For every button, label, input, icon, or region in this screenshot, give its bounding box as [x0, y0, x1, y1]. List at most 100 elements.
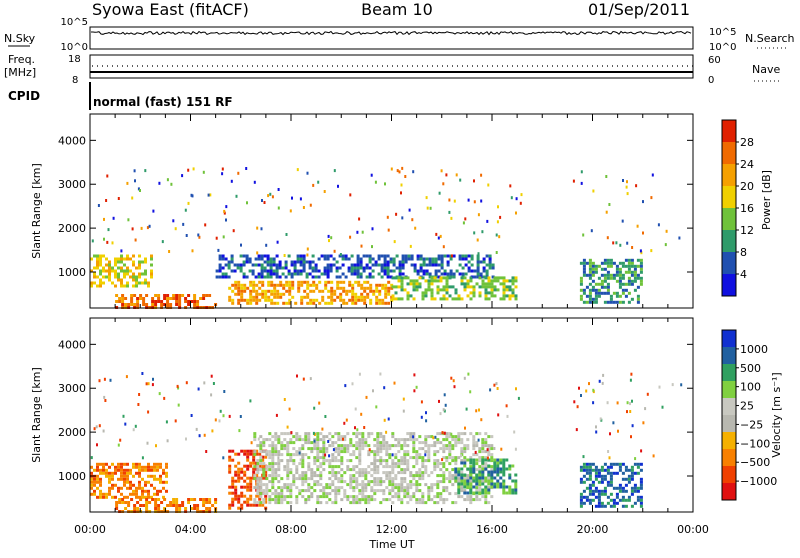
echo-cell [514, 447, 517, 451]
echo-cell [603, 267, 607, 271]
echo-cell [588, 498, 592, 502]
echo-cell [514, 482, 518, 486]
echo-cell [401, 266, 405, 270]
echo-cell [234, 286, 238, 290]
echo-cell [156, 462, 159, 466]
echo-cell [313, 456, 317, 460]
echo-cell [469, 501, 473, 505]
echo-cell [609, 480, 613, 484]
echo-cell [460, 454, 463, 458]
echo-cell [486, 456, 489, 460]
echo-cell [336, 283, 340, 287]
echo-cell [346, 468, 350, 472]
echo-cell [165, 462, 168, 466]
echo-cell [460, 450, 464, 454]
echo-cell [144, 465, 147, 469]
echo-cell [437, 236, 440, 240]
echo-cell [499, 458, 503, 462]
echo-cell [588, 477, 592, 481]
echo-cell [439, 432, 443, 436]
echo-cell [434, 260, 438, 264]
echo-cell [454, 291, 458, 295]
echo-cell [133, 169, 136, 173]
echo-cell [364, 489, 368, 493]
echo-cell [352, 501, 356, 505]
echo-cell [621, 219, 624, 223]
echo-cell [442, 444, 446, 448]
echo-cell [615, 270, 619, 274]
echo-cell [166, 297, 170, 300]
echo-cell [268, 474, 272, 478]
echo-cell [355, 501, 359, 505]
echo-cell [400, 483, 404, 487]
echo-cell [475, 479, 479, 483]
echo-cell [342, 298, 346, 302]
echo-cell [99, 257, 102, 261]
echo-cell [274, 501, 278, 505]
echo-cell [231, 289, 235, 293]
echo-cell [289, 209, 292, 213]
echo-cell [618, 462, 622, 466]
echo-cell [283, 486, 287, 490]
echo-cell [508, 473, 512, 477]
echo-cell [256, 226, 259, 230]
colorbar-tick-label: 24 [740, 158, 754, 171]
echo-cell [609, 264, 613, 268]
echo-cell [451, 477, 455, 481]
echo-cell [193, 300, 197, 303]
echo-cell [376, 450, 380, 454]
echo-cell [307, 435, 311, 439]
echo-cell [293, 269, 297, 273]
echo-cell [609, 504, 613, 508]
echo-cell [198, 235, 201, 239]
echo-cell [125, 375, 128, 379]
echo-cell [639, 264, 643, 268]
echo-cell [249, 301, 253, 305]
echo-cell [439, 279, 443, 283]
echo-cell [370, 486, 374, 490]
echo-cell [253, 501, 257, 505]
echo-cell [366, 292, 370, 296]
echo-cell [627, 267, 631, 271]
echo-cell [386, 272, 390, 276]
echo-cell [361, 483, 365, 487]
echo-cell [409, 279, 413, 283]
echo-cell [493, 276, 497, 280]
echo-cell [288, 301, 292, 305]
echo-cell [231, 503, 235, 507]
echo-cell [591, 483, 595, 487]
echo-cell [621, 486, 625, 490]
echo-cell [418, 285, 422, 289]
echo-cell [139, 189, 141, 192]
echo-cell [489, 388, 492, 392]
echo-cell [150, 468, 153, 472]
echo-cell [475, 462, 479, 466]
echo-cell [460, 447, 464, 451]
echo-cell [624, 465, 628, 469]
echo-cell [380, 269, 384, 273]
echo-cell [99, 489, 102, 493]
echo-cell [508, 297, 512, 301]
echo-cell [478, 486, 482, 490]
echo-cell [295, 486, 299, 490]
x-tick-label: 12:00 [376, 523, 408, 536]
echo-cell [264, 497, 268, 501]
echo-cell [276, 283, 280, 287]
echo-cell [252, 458, 256, 462]
echo-cell [261, 476, 265, 480]
echo-cell [328, 462, 332, 466]
echo-cell [237, 301, 241, 305]
echo-cell [499, 276, 503, 280]
echo-cell [283, 498, 287, 502]
echo-cell [99, 284, 102, 288]
echo-cell [336, 295, 340, 299]
echo-cell [245, 260, 249, 264]
echo-cell [191, 249, 194, 253]
echo-cell [475, 282, 479, 286]
echo-cell [588, 291, 592, 295]
echo-cell [114, 272, 117, 276]
echo-cell [484, 479, 488, 483]
